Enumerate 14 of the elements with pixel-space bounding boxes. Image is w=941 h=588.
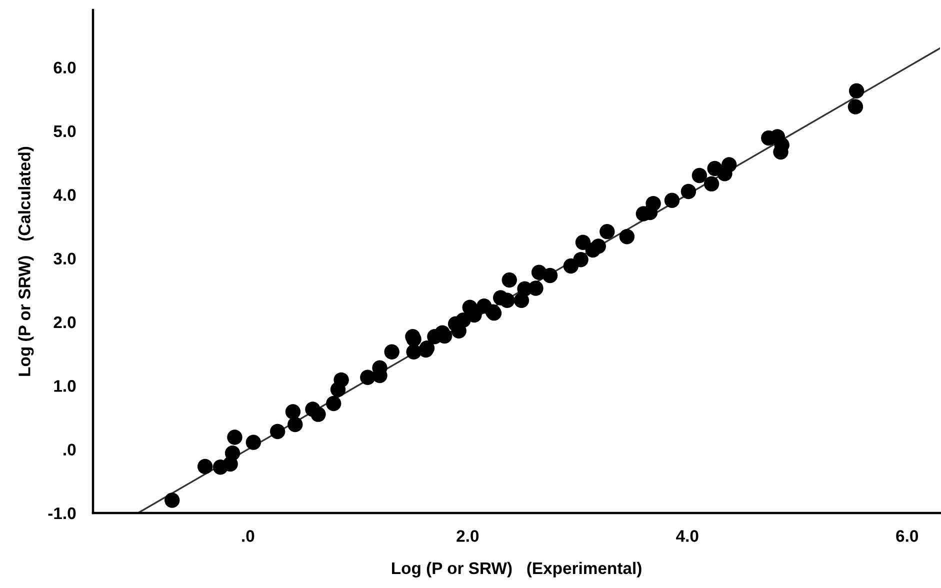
y-tick-label: 3.0	[54, 252, 76, 265]
y-tick-label: -1.0	[48, 507, 76, 520]
y-tick-label: 6.0	[54, 62, 76, 74]
x-axis-title: Log (P or SRW) (Experimental)	[392, 562, 642, 578]
y-axis-title: Log (P or SRW) (Calculated)	[18, 146, 34, 376]
y-tick-label: 4.0	[53, 189, 76, 201]
y-tick-label: 5.0	[54, 125, 76, 138]
x-tick-label: .0	[242, 530, 254, 542]
y-tick-label: .0	[64, 444, 76, 456]
x-tick-label: 6.0	[896, 530, 918, 542]
x-tick-label: 2.0	[456, 530, 479, 542]
x-tick-label: 4.0	[676, 530, 698, 542]
y-tick-label: 2.0	[54, 316, 76, 328]
y-tick-label: 1.0	[54, 380, 76, 392]
